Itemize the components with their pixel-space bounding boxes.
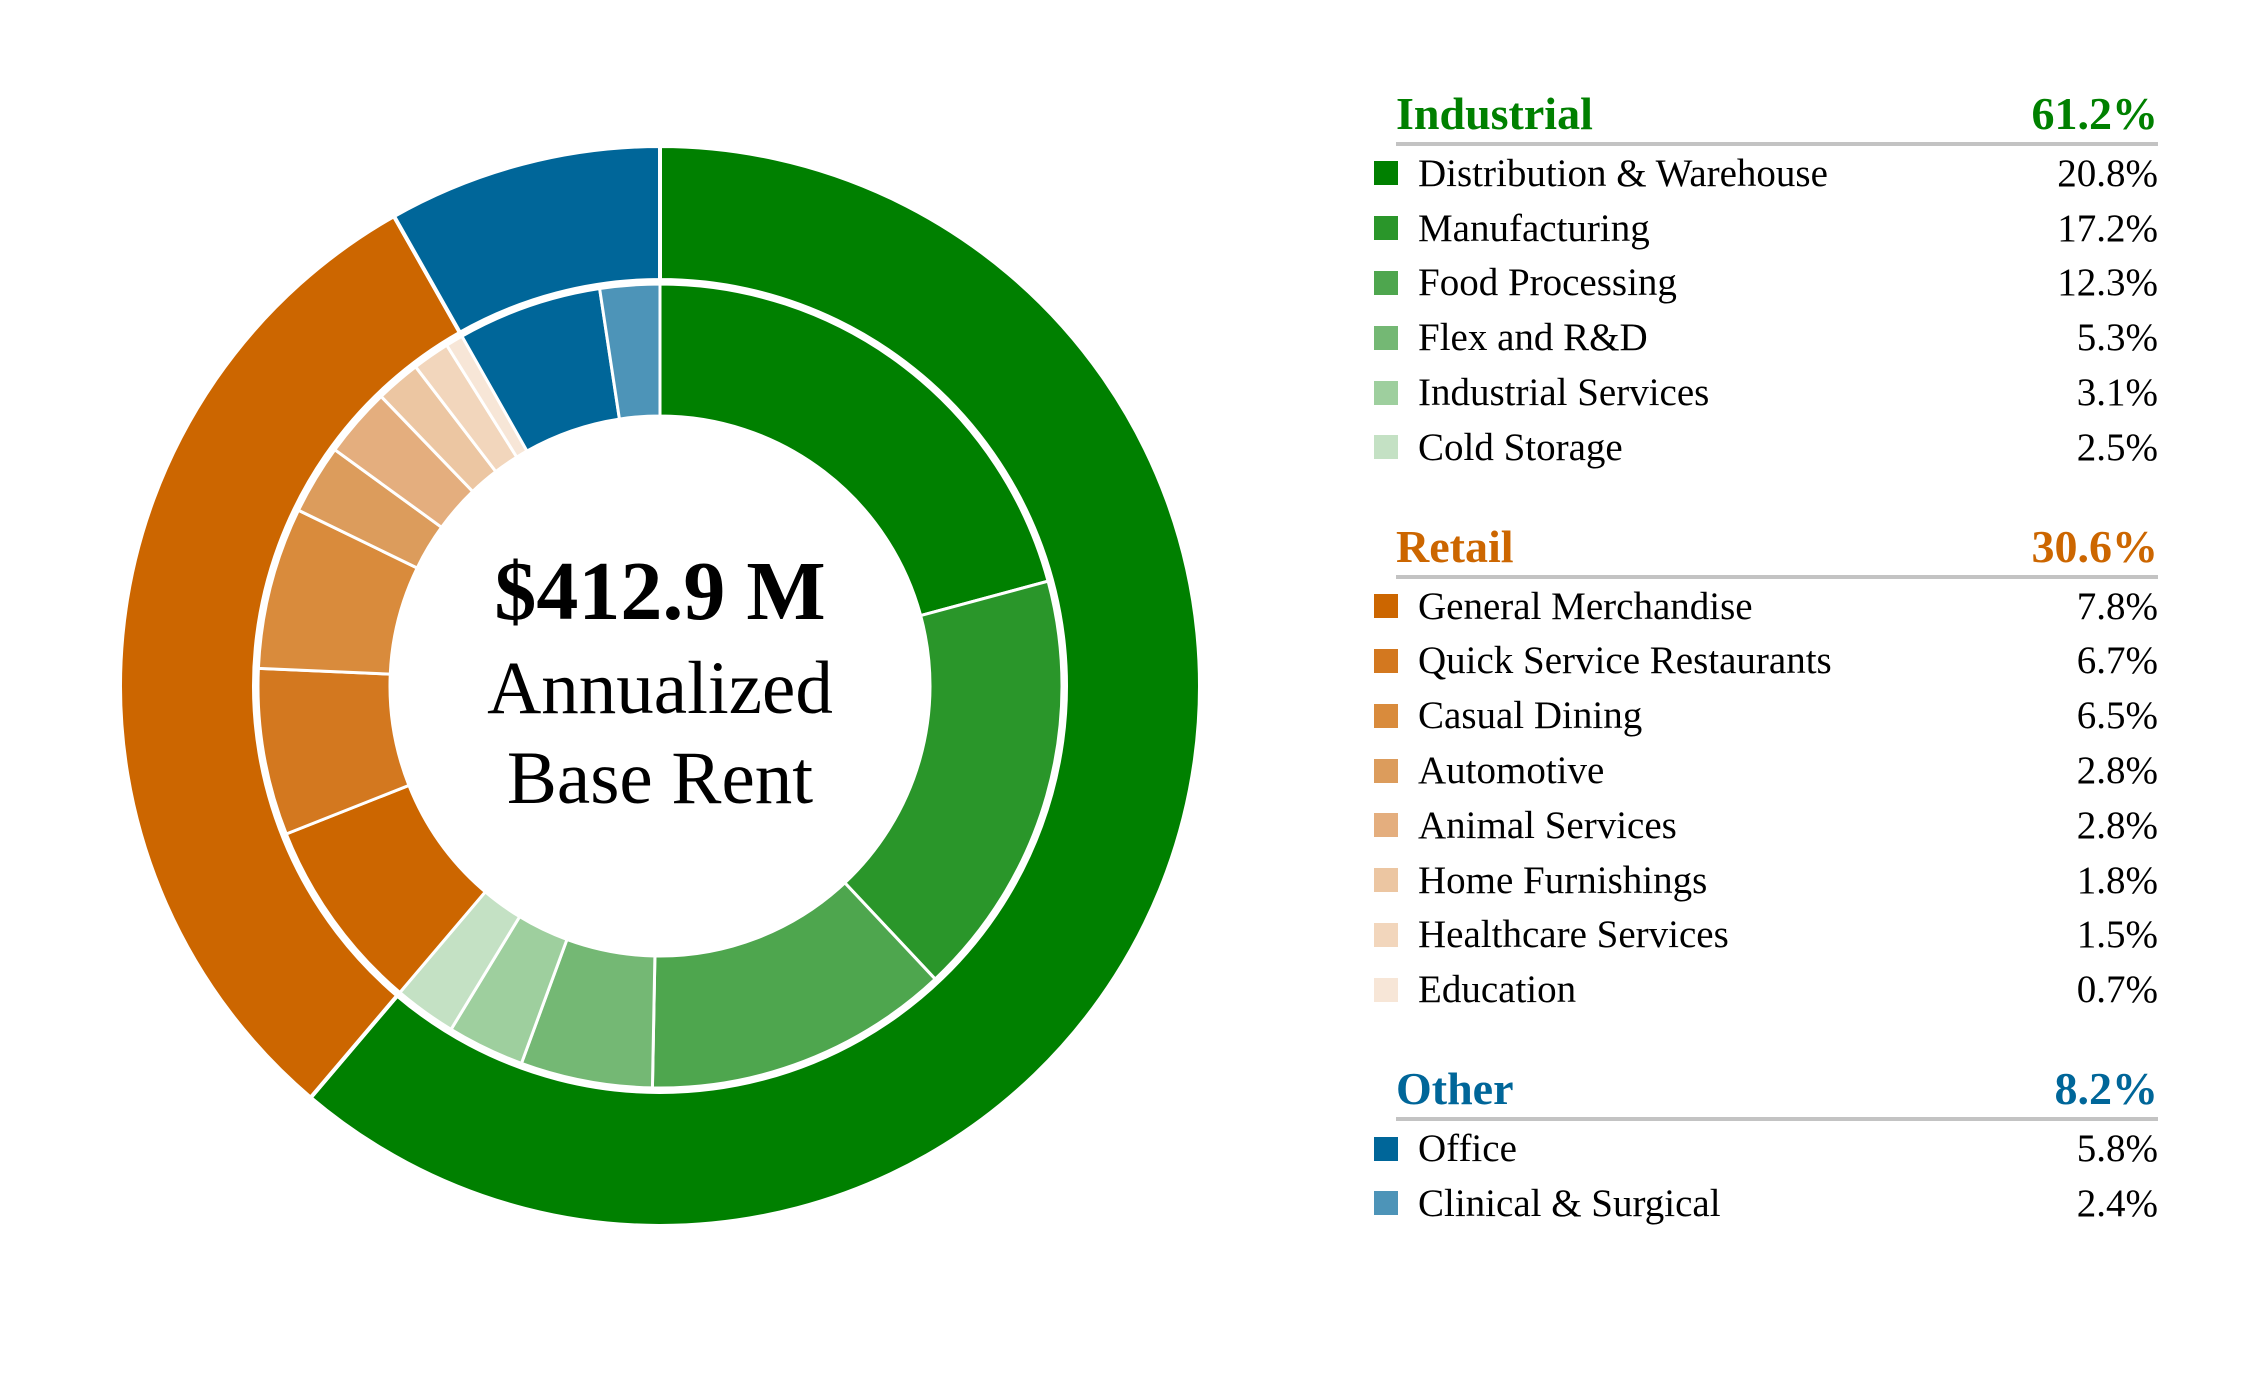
legend-swatch [1374, 758, 1398, 783]
legend-swatch [1374, 435, 1398, 460]
legend-swatch [1374, 325, 1398, 350]
legend-item: Casual Dining 6.5% [1374, 688, 2158, 743]
center-amount: $412.9 M [494, 545, 826, 638]
group-name: Industrial [1396, 88, 1593, 139]
legend-item: Flex and R&D 5.3% [1374, 310, 2158, 365]
center-caption-line1: Annualized [487, 647, 833, 730]
legend-item: Cold Storage 2.5% [1374, 420, 2158, 475]
legend-item: Education 0.7% [1374, 962, 2158, 1017]
legend-value: 2.8% [2076, 749, 2158, 793]
legend-label: Food Processing [1418, 261, 1677, 305]
legend-value: 7.8% [2076, 584, 2158, 628]
group-total: 8.2% [2054, 1063, 2159, 1115]
legend-label: Distribution & Warehouse [1418, 151, 1828, 195]
legend-group-header: Industrial 61.2% [1396, 88, 2158, 146]
outer-slice-industrial [307, 143, 1202, 1228]
legend-label: Cold Storage [1418, 425, 1623, 469]
outer-slice-other [391, 143, 662, 336]
group-name: Retail [1396, 520, 1514, 572]
legend-item: Healthcare Services 1.5% [1374, 908, 2158, 963]
legend-swatch [1374, 1136, 1398, 1161]
legend-item: Clinical & Surgical 2.4% [1374, 1176, 2158, 1231]
legend-swatch [1374, 594, 1398, 619]
center-label: $412.9 M Annualized Base Rent [380, 540, 940, 824]
legend-swatch [1374, 868, 1398, 893]
legend-group-retail: Retail 30.6% General Merchandise 7.8% Quick … [1374, 521, 2158, 1017]
legend-value: 1.5% [2076, 913, 2158, 957]
inner-slice-manufacturing [842, 579, 1064, 982]
legend-swatch [1374, 216, 1398, 241]
legend-label: General Merchandise [1418, 584, 1753, 628]
legend-item: Distribution & Warehouse 20.8% [1374, 146, 2158, 201]
legend-item: Office 5.8% [1374, 1121, 2158, 1176]
inner-slice-clinical-and-surgical [597, 282, 662, 421]
legend-value: 2.4% [2076, 1181, 2158, 1225]
legend-value: 2.5% [2076, 425, 2158, 469]
legend-item: General Merchandise 7.8% [1374, 579, 2158, 634]
legend-item: Automotive 2.8% [1374, 743, 2158, 798]
legend-value: 0.7% [2076, 968, 2158, 1012]
inner-slice-distribution-and-warehouse [658, 282, 1050, 618]
legend-label: Animal Services [1418, 803, 1677, 847]
legend-group-header: Retail 30.6% [1396, 521, 2158, 579]
legend-value: 6.7% [2076, 639, 2158, 683]
legend-swatch [1374, 977, 1398, 1002]
legend-item: Home Furnishings 1.8% [1374, 853, 2158, 908]
legend-swatch [1374, 161, 1398, 186]
legend-swatch [1374, 380, 1398, 405]
inner-ring [256, 282, 1064, 1090]
legend-label: Industrial Services [1418, 371, 1710, 415]
legend-swatch [1374, 270, 1398, 295]
legend-swatch [1374, 1191, 1398, 1216]
center-caption-line2: Base Rent [506, 737, 814, 820]
legend-item: Quick Service Restaurants 6.7% [1374, 634, 2158, 689]
legend-value: 17.2% [2057, 206, 2158, 250]
legend-label: Casual Dining [1418, 694, 1643, 738]
group-total: 30.6% [2031, 520, 2159, 572]
legend-value: 6.5% [2076, 694, 2158, 738]
legend-label: Manufacturing [1418, 206, 1650, 250]
legend-label: Clinical & Surgical [1418, 1181, 1721, 1225]
legend-value: 3.1% [2076, 371, 2158, 415]
legend-group-industrial: Industrial 61.2% Distribution & Warehouse 2… [1374, 88, 2158, 475]
legend-value: 5.8% [2076, 1127, 2158, 1171]
legend-label: Healthcare Services [1418, 913, 1729, 957]
donut-chart [118, 143, 1202, 1228]
legend-label: Home Furnishings [1418, 858, 1708, 902]
legend-swatch [1374, 703, 1398, 728]
legend-label: Automotive [1418, 749, 1605, 793]
legend-item: Industrial Services 3.1% [1374, 365, 2158, 420]
legend-swatch [1374, 813, 1398, 838]
legend-swatch [1374, 922, 1398, 947]
legend-label: Quick Service Restaurants [1418, 639, 1832, 683]
outer-slice-retail [118, 213, 463, 1101]
legend: Industrial 61.2% Distribution & Warehouse 2… [1374, 88, 2158, 1277]
legend-label: Office [1418, 1127, 1517, 1171]
legend-value: 12.3% [2057, 261, 2158, 305]
legend-group-other: Other 8.2% Office 5.8% Clinical & Surgical 2.… [1374, 1063, 2158, 1231]
legend-item: Manufacturing 17.2% [1374, 201, 2158, 256]
legend-group-header: Other 8.2% [1396, 1063, 2159, 1122]
legend-value: 5.3% [2076, 316, 2158, 360]
legend-value: 2.8% [2076, 803, 2158, 847]
outer-ring [118, 143, 1202, 1228]
group-total: 61.2% [2031, 88, 2159, 139]
legend-label: Flex and R&D [1418, 316, 1648, 360]
legend-value: 20.8% [2057, 151, 2158, 195]
legend-label: Education [1418, 968, 1577, 1012]
legend-item: Food Processing 12.3% [1374, 256, 2158, 311]
legend-value: 1.8% [2076, 858, 2158, 902]
group-name: Other [1396, 1063, 1514, 1115]
legend-swatch [1374, 648, 1398, 673]
legend-item: Animal Services 2.8% [1374, 798, 2158, 853]
